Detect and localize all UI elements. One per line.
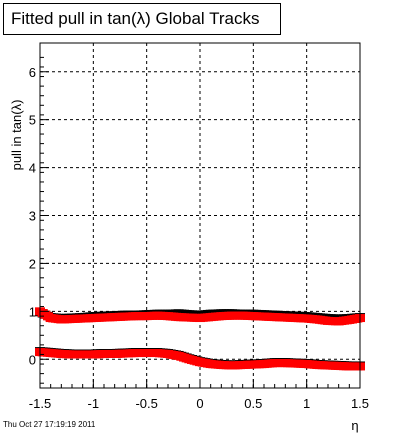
grid — [40, 43, 360, 388]
x-tick-label: 1.5 — [351, 396, 369, 411]
x-axis-label: η — [351, 418, 358, 433]
y-tick-label: 4 — [29, 161, 36, 176]
y-tick-label: 6 — [29, 65, 36, 80]
x-tick-label: 0.5 — [244, 396, 262, 411]
x-tick-label: -1.5 — [29, 396, 51, 411]
y-tick-label: 2 — [29, 256, 36, 271]
y-tick-label: 0 — [29, 352, 36, 367]
series-3 — [35, 348, 365, 371]
y-tick-label: 5 — [29, 113, 36, 128]
x-tick-label: -0.5 — [135, 396, 157, 411]
y-axis-label: pull in tan(λ) — [9, 100, 24, 171]
x-tick-label: -1 — [88, 396, 100, 411]
y-tick-label: 1 — [29, 304, 36, 319]
axis-ticks — [39, 56, 361, 388]
timestamp: Thu Oct 27 17:19:19 2011 — [3, 420, 96, 429]
series-1 — [35, 307, 365, 326]
x-tick-label: 0 — [196, 396, 203, 411]
y-tick-label: 3 — [29, 209, 36, 224]
chart-title: Fitted pull in tan(λ) Global Tracks — [11, 9, 260, 28]
chart-title-box: Fitted pull in tan(λ) Global Tracks — [3, 3, 281, 35]
x-tick-label: 1 — [303, 396, 310, 411]
tick-labels: -1.5 -1 -0.5 0 0.5 1 1.5 0 1 2 3 4 5 6 — [29, 65, 369, 411]
